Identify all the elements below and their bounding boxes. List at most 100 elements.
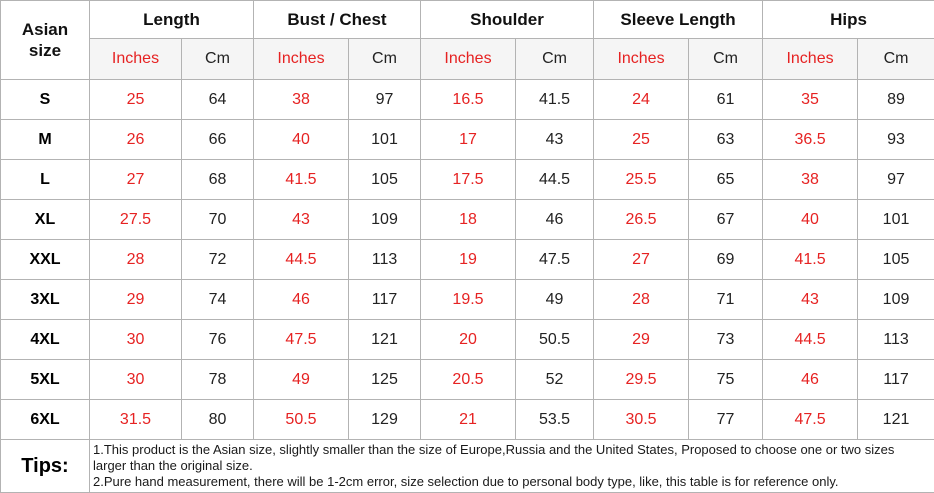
cm-value-cell: 76 [181, 319, 254, 360]
size-label-5xl: 5XL [0, 359, 90, 400]
size-label-6xl: 6XL [0, 399, 90, 440]
inches-value-cell: 19 [420, 239, 516, 280]
tips-label: Tips: [0, 439, 90, 493]
tips-line-2: 2.Pure hand measurement, there will be 1… [93, 474, 839, 489]
cm-value-cell: 63 [688, 119, 764, 160]
size-row-6xl: 6XL 31.5 80 50.5 129 21 53.5 30.5 77 47.5 121 [0, 399, 934, 440]
tips-text: 1.This product is the Asian size, slight… [88, 439, 934, 493]
cm-value-cell: 121 [857, 399, 934, 440]
inches-value-cell: 28 [89, 239, 182, 280]
inches-value-cell: 30 [89, 359, 182, 400]
cm-value-cell: 67 [688, 199, 764, 240]
cm-value-cell: 61 [688, 79, 764, 120]
size-row-l: L 27 68 41.5 105 17.5 44.5 25.5 65 38 97 [0, 159, 934, 200]
inches-value-cell: 17 [420, 119, 516, 160]
group-header-bust-chest: Bust / Chest [253, 0, 421, 39]
inches-value-cell: 25.5 [593, 159, 690, 200]
inches-value-cell: 38 [253, 79, 349, 120]
unit-header-inches: Inches [762, 38, 859, 80]
size-row-s: S 25 64 38 97 16.5 41.5 24 61 35 89 [0, 79, 934, 120]
inches-value-cell: 31.5 [89, 399, 182, 440]
inches-value-cell: 25 [593, 119, 690, 160]
cm-value-cell: 97 [857, 159, 934, 200]
inches-value-cell: 43 [253, 199, 349, 240]
size-label-xxl: XXL [0, 239, 90, 280]
size-row-m: M 26 66 40 101 17 43 25 63 36.5 93 [0, 119, 934, 160]
cm-value-cell: 66 [181, 119, 254, 160]
unit-header-cm: Cm [688, 38, 764, 80]
inches-value-cell: 28 [593, 279, 690, 320]
cm-value-cell: 80 [181, 399, 254, 440]
cm-value-cell: 44.5 [514, 159, 595, 200]
inches-value-cell: 26.5 [593, 199, 690, 240]
tips-row: Tips: 1.This product is the Asian size, … [0, 439, 934, 493]
cm-value-cell: 129 [348, 399, 421, 440]
unit-header-inches: Inches [420, 38, 516, 80]
unit-header-cm: Cm [857, 38, 934, 80]
inches-value-cell: 40 [253, 119, 349, 160]
cm-value-cell: 109 [857, 279, 934, 320]
cm-value-cell: 74 [181, 279, 254, 320]
cm-value-cell: 69 [688, 239, 764, 280]
inches-value-cell: 40 [762, 199, 859, 240]
inches-value-cell: 30.5 [593, 399, 690, 440]
size-label-xl: XL [0, 199, 90, 240]
cm-value-cell: 101 [348, 119, 421, 160]
cm-value-cell: 49 [514, 279, 595, 320]
cm-value-cell: 46 [514, 199, 595, 240]
inches-value-cell: 18 [420, 199, 516, 240]
cm-value-cell: 75 [688, 359, 764, 400]
inches-value-cell: 47.5 [762, 399, 859, 440]
inches-value-cell: 49 [253, 359, 349, 400]
cm-value-cell: 121 [348, 319, 421, 360]
size-label-s: S [0, 79, 90, 120]
inches-value-cell: 44.5 [762, 319, 859, 360]
size-label-3xl: 3XL [0, 279, 90, 320]
inches-value-cell: 16.5 [420, 79, 516, 120]
cm-value-cell: 68 [181, 159, 254, 200]
inches-value-cell: 50.5 [253, 399, 349, 440]
inches-value-cell: 19.5 [420, 279, 516, 320]
unit-header-inches: Inches [253, 38, 349, 80]
cm-value-cell: 113 [857, 319, 934, 360]
cm-value-cell: 105 [348, 159, 421, 200]
size-row-3xl: 3XL 29 74 46 117 19.5 49 28 71 43 109 [0, 279, 934, 320]
unit-header-inches: Inches [89, 38, 182, 80]
cm-value-cell: 113 [348, 239, 421, 280]
inches-value-cell: 17.5 [420, 159, 516, 200]
inches-value-cell: 30 [89, 319, 182, 360]
cm-value-cell: 117 [348, 279, 421, 320]
group-header-hips: Hips [762, 0, 934, 39]
inches-value-cell: 24 [593, 79, 690, 120]
unit-header-row: Inches Cm Inches Cm Inches Cm Inches Cm Inches Cm [1, 38, 934, 80]
size-row-4xl: 4XL 30 76 47.5 121 20 50.5 29 73 44.5 113 [0, 319, 934, 360]
size-label-l: L [0, 159, 90, 200]
inches-value-cell: 41.5 [762, 239, 859, 280]
inches-value-cell: 43 [762, 279, 859, 320]
corner-header-asian-size: Asian size [0, 0, 90, 80]
inches-value-cell: 27 [593, 239, 690, 280]
size-label-4xl: 4XL [0, 319, 90, 360]
unit-header-cm: Cm [181, 38, 254, 80]
inches-value-cell: 47.5 [253, 319, 349, 360]
unit-header-cm: Cm [348, 38, 421, 80]
cm-value-cell: 71 [688, 279, 764, 320]
inches-value-cell: 46 [762, 359, 859, 400]
cm-value-cell: 101 [857, 199, 934, 240]
tips-line-1: 1.This product is the Asian size, slight… [93, 442, 895, 473]
cm-value-cell: 93 [857, 119, 934, 160]
inches-value-cell: 25 [89, 79, 182, 120]
unit-header-cm: Cm [514, 38, 595, 80]
cm-value-cell: 73 [688, 319, 764, 360]
size-row-xl: XL 27.5 70 43 109 18 46 26.5 67 40 101 [0, 199, 934, 240]
cm-value-cell: 50.5 [514, 319, 595, 360]
group-header-sleeve-length: Sleeve Length [593, 0, 764, 39]
cm-value-cell: 72 [181, 239, 254, 280]
size-row-xxl: XXL 28 72 44.5 113 19 47.5 27 69 41.5 105 [0, 239, 934, 280]
cm-value-cell: 52 [514, 359, 595, 400]
inches-value-cell: 21 [420, 399, 516, 440]
size-row-5xl: 5XL 30 78 49 125 20.5 52 29.5 75 46 117 [0, 359, 934, 400]
cm-value-cell: 97 [348, 79, 421, 120]
cm-value-cell: 41.5 [514, 79, 595, 120]
